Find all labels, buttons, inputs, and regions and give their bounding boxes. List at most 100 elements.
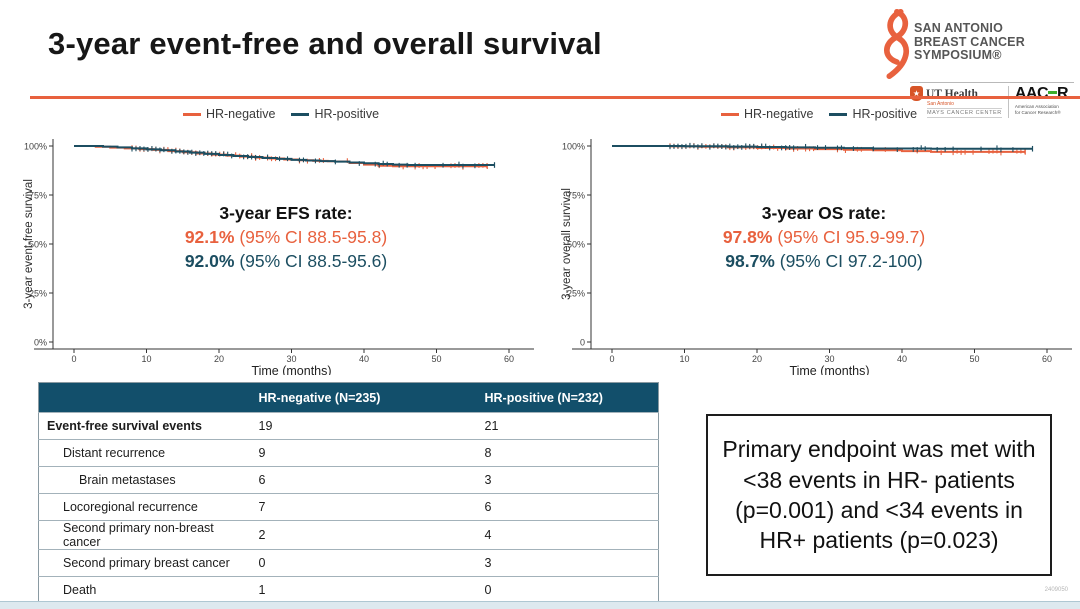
efs-legend: HR-negative HR-positive bbox=[20, 107, 542, 121]
table-row: Event-free survival events 19 21 bbox=[38, 412, 659, 440]
table-row: Second primary non-breast cancer 2 4 bbox=[38, 520, 659, 550]
svg-text:0: 0 bbox=[580, 338, 585, 348]
event-value-cell: 4 bbox=[478, 520, 659, 550]
bottom-accent-band bbox=[0, 601, 1080, 609]
event-value-cell: 7 bbox=[252, 493, 479, 521]
event-value-cell: 1 bbox=[252, 576, 479, 604]
os-rate-line: 97.8% (95% CI 95.9-99.7) bbox=[722, 227, 926, 248]
legend-label: HR-negative bbox=[743, 107, 814, 121]
efs-rate-line: 92.1% (95% CI 88.5-95.8) bbox=[184, 227, 388, 248]
sabcs-ribbon-icon bbox=[884, 8, 910, 80]
legend-swatch-icon bbox=[829, 112, 848, 116]
svg-text:0: 0 bbox=[609, 354, 614, 364]
legend-swatch-icon bbox=[291, 112, 310, 116]
svg-text:20: 20 bbox=[752, 354, 762, 364]
event-label-cell: Second primary breast cancer bbox=[38, 549, 253, 577]
event-value-cell: 3 bbox=[478, 549, 659, 577]
events-table-header-row: HR-negative (N=235) HR-positive (N=232) bbox=[38, 382, 659, 413]
event-label-cell: Second primary non-breast cancer bbox=[38, 520, 253, 550]
event-label-cell: Locoregional recurrence bbox=[38, 493, 253, 521]
efs-rate-title: 3-year EFS rate: bbox=[219, 203, 353, 223]
events-table-header-cell: HR-positive (N=232) bbox=[478, 382, 659, 413]
svg-text:30: 30 bbox=[286, 354, 296, 364]
legend-item-hr-negative: HR-negative bbox=[182, 107, 276, 121]
efs-chart-panel: HR-negative HR-positive 100% 75% 50% 25% 0% 0 10… bbox=[20, 103, 542, 375]
events-table: HR-negative (N=235) HR-positive (N=232) E… bbox=[38, 382, 659, 604]
event-value-cell: 8 bbox=[478, 439, 659, 467]
os-chart-panel: HR-negative HR-positive 100% 75% 50% 25% 0 0 10 2… bbox=[558, 103, 1080, 375]
os-legend: HR-negative HR-positive bbox=[558, 107, 1080, 121]
svg-text:10: 10 bbox=[141, 354, 151, 364]
event-label-cell: Distant recurrence bbox=[38, 439, 253, 467]
event-label-cell: Death bbox=[38, 576, 253, 604]
legend-item-hr-negative: HR-negative bbox=[720, 107, 814, 121]
page-title: 3-year event-free and overall survival bbox=[48, 26, 602, 61]
event-label-cell: Brain metastases bbox=[38, 466, 253, 494]
event-value-cell: 0 bbox=[478, 576, 659, 604]
events-table-header-cell bbox=[38, 382, 253, 413]
efs-km-plot: 100% 75% 50% 25% 0% 0 10 20 30 40 50 60 Time (months… bbox=[23, 139, 534, 375]
svg-text:50%: 50% bbox=[29, 240, 47, 250]
event-label-cell: Event-free survival events bbox=[38, 412, 253, 440]
mays-cancer-center: MAYS CANCER CENTER bbox=[927, 108, 1002, 118]
table-row: Locoregional recurrence 7 6 bbox=[38, 493, 659, 521]
legend-item-hr-positive: HR-positive bbox=[829, 107, 917, 121]
table-row: Brain metastases 6 3 bbox=[38, 466, 659, 494]
aacr-wordmark: AAC R bbox=[1014, 85, 1069, 102]
svg-text:Time (months): Time (months) bbox=[789, 364, 869, 375]
title-divider-rule bbox=[30, 96, 1080, 99]
svg-text:3-year overall survival: 3-year overall survival bbox=[561, 188, 573, 300]
legend-item-hr-positive: HR-positive bbox=[291, 107, 379, 121]
svg-text:60: 60 bbox=[1042, 354, 1052, 364]
svg-text:20: 20 bbox=[214, 354, 224, 364]
svg-text:100%: 100% bbox=[24, 142, 47, 152]
ut-health-city: San Antonio bbox=[927, 101, 954, 107]
aacr-subtitle: American Association for Cancer Research… bbox=[1014, 104, 1061, 115]
legend-swatch-icon bbox=[720, 112, 739, 116]
sabcs-logo-top: SAN ANTONIO BREAST CANCER SYMPOSIUM® bbox=[876, 8, 1074, 80]
event-value-cell: 3 bbox=[478, 466, 659, 494]
event-value-cell: 19 bbox=[252, 412, 479, 440]
svg-text:60: 60 bbox=[504, 354, 514, 364]
svg-text:75%: 75% bbox=[29, 191, 47, 201]
os-rate-title: 3-year OS rate: bbox=[761, 203, 887, 223]
svg-text:0%: 0% bbox=[34, 338, 47, 348]
svg-text:40: 40 bbox=[359, 354, 369, 364]
primary-endpoint-callout: Primary endpoint was met with <38 events… bbox=[706, 414, 1052, 576]
efs-rate-line: 92.0% (95% CI 88.5-95.6) bbox=[184, 251, 388, 272]
table-row: Distant recurrence 9 8 bbox=[38, 439, 659, 467]
efs-rate-annotation: 3-year EFS rate: 92.1% (95% CI 88.5-95.8)… bbox=[96, 201, 476, 273]
svg-text:25%: 25% bbox=[567, 289, 585, 299]
svg-text:30: 30 bbox=[824, 354, 834, 364]
svg-text:Time (months): Time (months) bbox=[251, 364, 331, 375]
svg-text:50: 50 bbox=[431, 354, 441, 364]
sabcs-name-line-2: BREAST CANCER bbox=[914, 34, 1025, 49]
os-km-plot: 100% 75% 50% 25% 0 0 10 20 30 40 50 60 Time (months)… bbox=[561, 139, 1072, 375]
events-table-header-cell: HR-negative (N=235) bbox=[252, 382, 479, 413]
os-rate-annotation: 3-year OS rate: 97.8% (95% CI 95.9-99.7) 9… bbox=[634, 201, 1014, 273]
svg-text:100%: 100% bbox=[562, 142, 585, 152]
sabcs-logo-name: SAN ANTONIO BREAST CANCER SYMPOSIUM® bbox=[914, 8, 1025, 63]
slide-id: 2409050 bbox=[1044, 587, 1068, 593]
svg-text:40: 40 bbox=[897, 354, 907, 364]
event-value-cell: 9 bbox=[252, 439, 479, 467]
svg-text:25%: 25% bbox=[29, 289, 47, 299]
legend-label: HR-positive bbox=[314, 107, 380, 121]
event-value-cell: 21 bbox=[478, 412, 659, 440]
event-value-cell: 2 bbox=[252, 520, 479, 550]
svg-text:0: 0 bbox=[71, 354, 76, 364]
table-row: Death 1 0 bbox=[38, 576, 659, 604]
svg-text:50%: 50% bbox=[567, 240, 585, 250]
event-value-cell: 0 bbox=[252, 549, 479, 577]
svg-text:3-year event-free survival: 3-year event-free survival bbox=[23, 179, 35, 309]
sabcs-name-line-1: SAN ANTONIO bbox=[914, 21, 1004, 35]
aacr-green-dash-icon bbox=[1048, 90, 1058, 95]
svg-text:75%: 75% bbox=[567, 191, 585, 201]
legend-swatch-icon bbox=[182, 112, 201, 116]
legend-label: HR-negative bbox=[205, 107, 276, 121]
sabcs-name-line-3: SYMPOSIUM® bbox=[914, 48, 1002, 62]
svg-text:50: 50 bbox=[969, 354, 979, 364]
svg-text:10: 10 bbox=[679, 354, 689, 364]
legend-label: HR-positive bbox=[852, 107, 918, 121]
